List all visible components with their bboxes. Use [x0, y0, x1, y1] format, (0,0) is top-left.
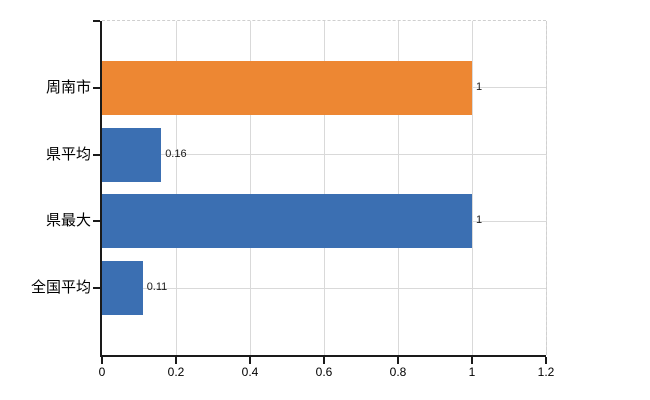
vertical-gridline: [471, 21, 473, 355]
vertical-gridline: [323, 21, 325, 355]
x-tick-label: 0.8: [389, 365, 407, 379]
bar-3: [102, 261, 143, 316]
x-tick-label: 0.6: [315, 365, 333, 379]
x-axis-tick: [397, 357, 399, 364]
bar-value-label: 0.16: [165, 147, 187, 160]
plot-border-right: [546, 21, 547, 355]
x-tick-label: 1.2: [537, 365, 555, 379]
x-axis-line: [100, 355, 546, 357]
x-axis-tick: [101, 357, 103, 364]
x-tick-label: 0.2: [167, 365, 185, 379]
category-label: 全国平均: [30, 279, 91, 297]
bar-1: [102, 127, 162, 182]
category-label: 県平均: [45, 145, 91, 163]
x-axis-tick: [175, 357, 177, 364]
x-axis-tick: [323, 357, 325, 364]
y-axis-tick: [93, 287, 100, 290]
bar-value-label: 1: [476, 214, 483, 227]
x-tick-label: 1: [468, 365, 476, 379]
bar-value-label: 1: [476, 80, 483, 93]
x-axis-tick: [545, 357, 547, 364]
plot-border-top: [102, 20, 546, 21]
bar-value-label: 0.11: [146, 281, 168, 294]
x-tick-label: 0.4: [241, 365, 259, 379]
category-label: 県最大: [45, 212, 91, 230]
bar-2: [102, 194, 472, 249]
y-axis-line: [100, 21, 102, 355]
vertical-gridline: [397, 21, 399, 355]
vertical-gridline: [175, 21, 177, 355]
x-tick-label: 0: [98, 365, 106, 379]
y-axis-tick: [93, 86, 100, 89]
y-axis-tick: [93, 153, 100, 156]
category-label: 周南市: [45, 78, 91, 96]
x-axis-tick: [249, 357, 251, 364]
bar-0: [102, 60, 472, 115]
x-axis-tick: [471, 357, 473, 364]
y-axis-tick: [93, 220, 100, 223]
y-axis-tick: [93, 20, 100, 22]
vertical-gridline: [249, 21, 251, 355]
